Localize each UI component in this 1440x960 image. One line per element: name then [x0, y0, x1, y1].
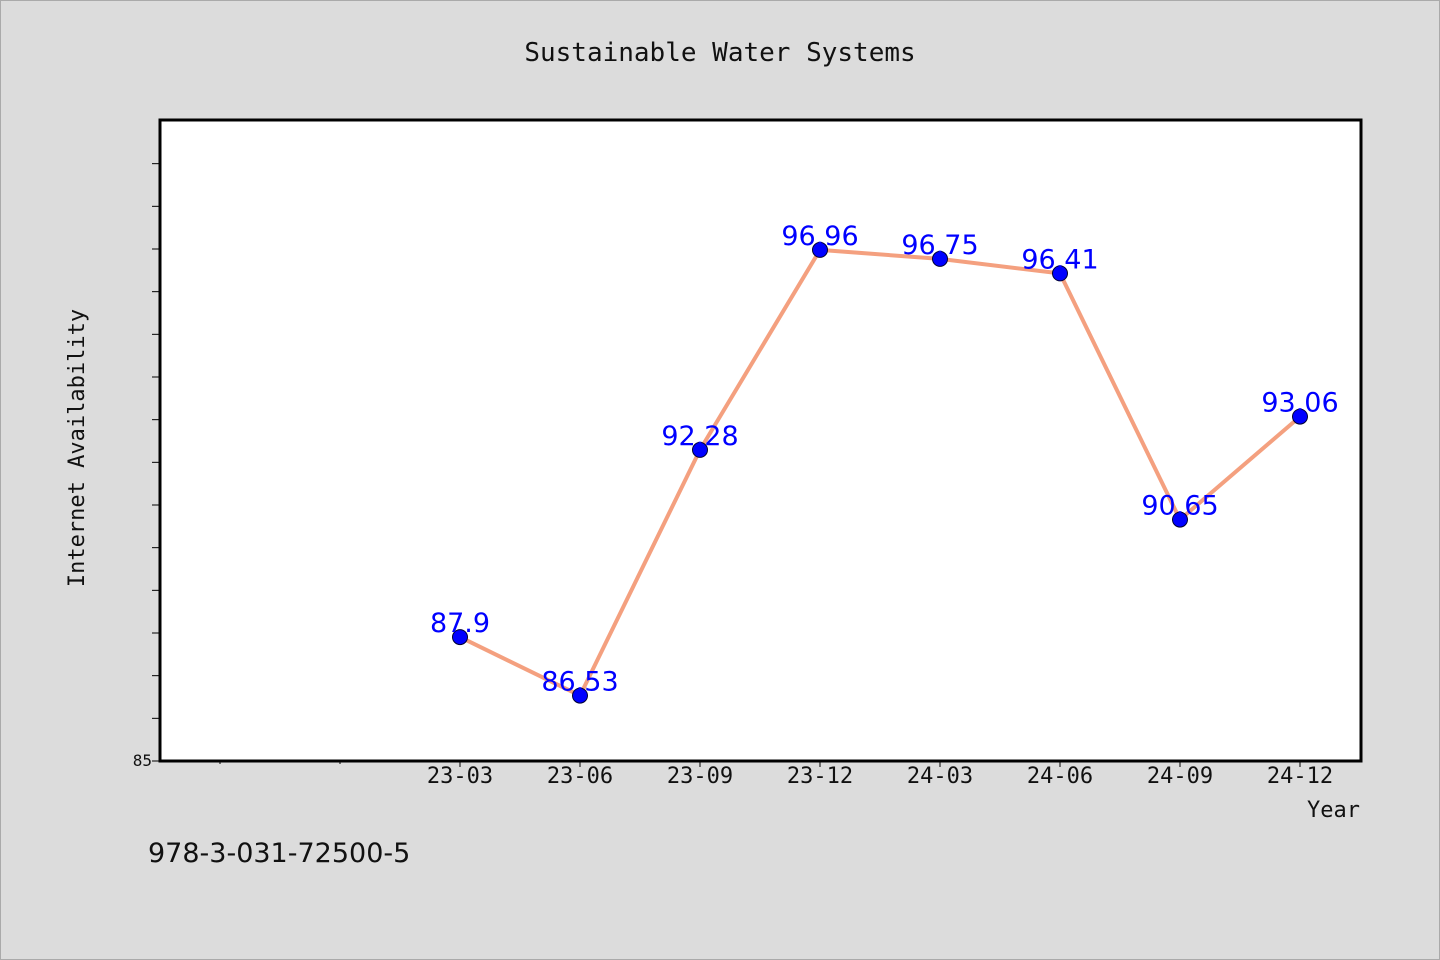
- x-tick-label: 23-03: [427, 764, 493, 789]
- data-point: [692, 441, 708, 458]
- y-axis-label: Internet Availability: [65, 309, 90, 587]
- plot-frame: [158, 118, 1363, 763]
- data-point: [572, 687, 588, 704]
- series-markers: [452, 241, 1308, 704]
- data-point: [1052, 265, 1068, 282]
- data-label: 86.53: [541, 667, 618, 698]
- x-tick-label: 24-06: [1027, 764, 1093, 789]
- x-tick-label: 24-09: [1147, 764, 1213, 789]
- data-label: 96.41: [1021, 244, 1098, 275]
- data-point: [1292, 408, 1308, 425]
- data-point: [932, 250, 948, 267]
- x-tick-label: 24-12: [1267, 764, 1333, 789]
- x-tick-label: 23-09: [667, 764, 733, 789]
- data-label: 92.28: [661, 421, 738, 452]
- data-labels: 87.9 86.53 92.28 96.96 96.75 96.41 90.65 93.06: [430, 221, 1339, 698]
- data-point: [812, 241, 828, 258]
- y-tick-label: 85: [133, 751, 152, 770]
- x-tick-labels: 23-03 23-06 23-09 23-12 24-03 24-06 24-09 24-12: [427, 764, 1333, 789]
- data-label: 93.06: [1261, 388, 1338, 419]
- data-label: 87.9: [430, 608, 490, 639]
- data-point: [1172, 511, 1188, 528]
- x-tick-label: 24-03: [907, 764, 973, 789]
- isbn-text: 978-3-031-72500-5: [148, 838, 410, 869]
- x-tick-label: 23-06: [547, 764, 613, 789]
- data-label: 96.75: [901, 230, 978, 261]
- data-label: 90.65: [1141, 491, 1218, 522]
- chart-title: Sustainable Water Systems: [524, 38, 915, 68]
- series-line: [459, 247, 1302, 698]
- plot-area: [160, 120, 1361, 761]
- x-tick-label: 23-12: [787, 764, 853, 789]
- data-point: [452, 629, 468, 646]
- x-axis-label: Year: [1307, 798, 1360, 823]
- data-label: 96.96: [781, 221, 858, 252]
